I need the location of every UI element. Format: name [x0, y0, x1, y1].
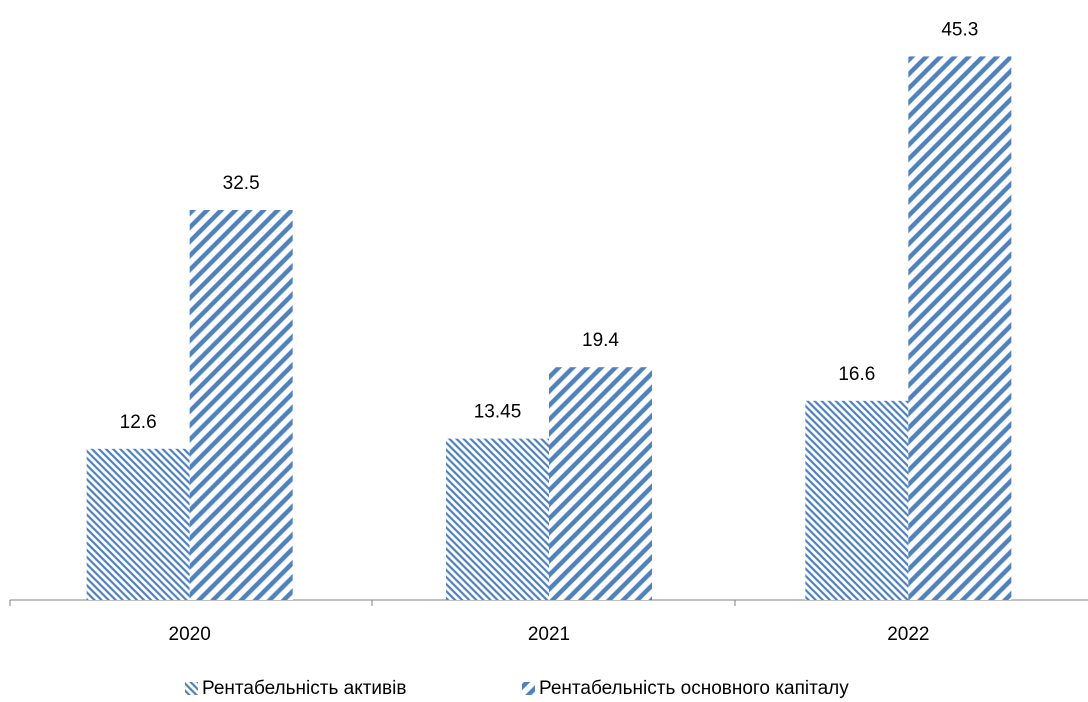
bar: [86, 448, 190, 600]
value-label: 12.6: [120, 412, 157, 433]
value-label: 45.3: [941, 19, 978, 40]
bar: [908, 56, 1012, 600]
value-label: 19.4: [582, 330, 619, 351]
legend-swatch: [185, 682, 198, 695]
legend-label: Рентабельність основного капіталу: [539, 678, 849, 699]
bar: [189, 210, 293, 600]
bar: [805, 400, 909, 600]
value-label: 16.6: [838, 364, 875, 385]
bar: [446, 438, 549, 600]
bar: [549, 367, 652, 600]
x-tick-label: 2021: [528, 624, 570, 645]
value-label: 13.45: [474, 402, 522, 423]
value-label: 32.5: [223, 173, 260, 194]
legend-label: Рентабельність активів: [202, 678, 406, 699]
x-tick-label: 2022: [887, 624, 929, 645]
legend-swatch: [522, 682, 535, 695]
x-tick-label: 2020: [169, 624, 211, 645]
